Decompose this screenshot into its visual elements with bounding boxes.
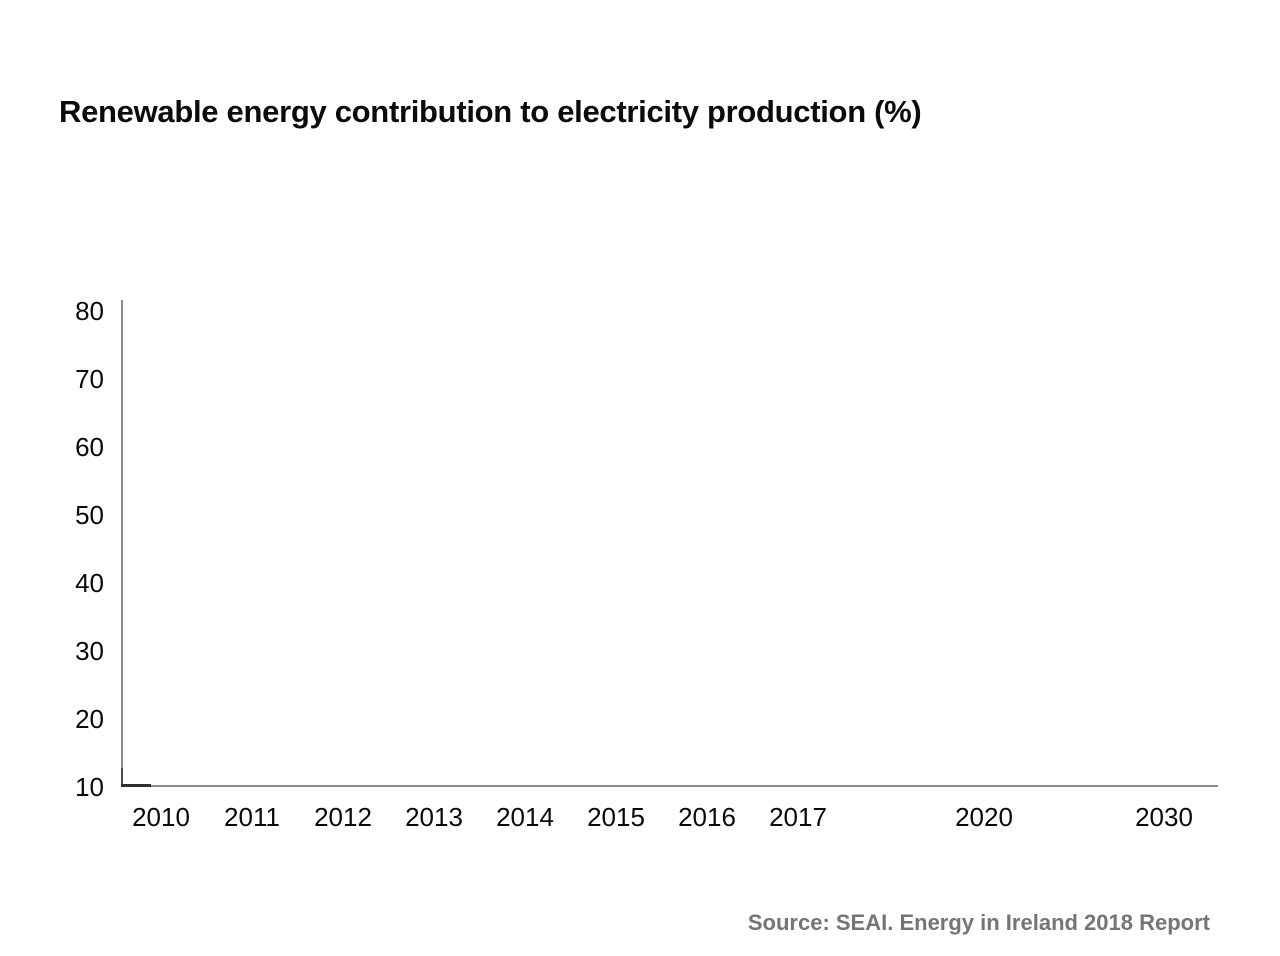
x-tick-label-2012: 2012 bbox=[314, 802, 372, 832]
y-tick-label-70: 70 bbox=[75, 364, 104, 394]
x-tick-label-2017: 2017 bbox=[769, 802, 827, 832]
x-tick-label-2030: 2030 bbox=[1135, 802, 1193, 832]
y-tick-label-20: 20 bbox=[75, 704, 104, 734]
y-tick-label-30: 30 bbox=[75, 636, 104, 666]
axis-corner-mark-horizontal bbox=[121, 784, 151, 787]
source-attribution: Source: SEAI. Energy in Ireland 2018 Rep… bbox=[747, 910, 1210, 935]
y-axis-line bbox=[121, 300, 123, 787]
x-tick-label-2011: 2011 bbox=[224, 802, 280, 832]
y-tick-label-80: 80 bbox=[75, 296, 104, 326]
x-tick-label-2013: 2013 bbox=[405, 802, 463, 832]
x-axis-line bbox=[121, 785, 1218, 787]
axis-corner-mark-vertical bbox=[121, 768, 123, 787]
x-tick-label-2020: 2020 bbox=[955, 802, 1013, 832]
x-tick-label-2014: 2014 bbox=[496, 802, 554, 832]
chart-title: Renewable energy contribution to electri… bbox=[59, 94, 922, 129]
y-tick-label-60: 60 bbox=[75, 432, 104, 462]
x-tick-label-2010: 2010 bbox=[132, 802, 190, 832]
x-tick-label-2015: 2015 bbox=[587, 802, 645, 832]
y-tick-label-40: 40 bbox=[75, 568, 104, 598]
y-tick-label-50: 50 bbox=[75, 500, 104, 530]
y-tick-label-10: 10 bbox=[75, 772, 104, 802]
x-tick-label-2016: 2016 bbox=[678, 802, 736, 832]
